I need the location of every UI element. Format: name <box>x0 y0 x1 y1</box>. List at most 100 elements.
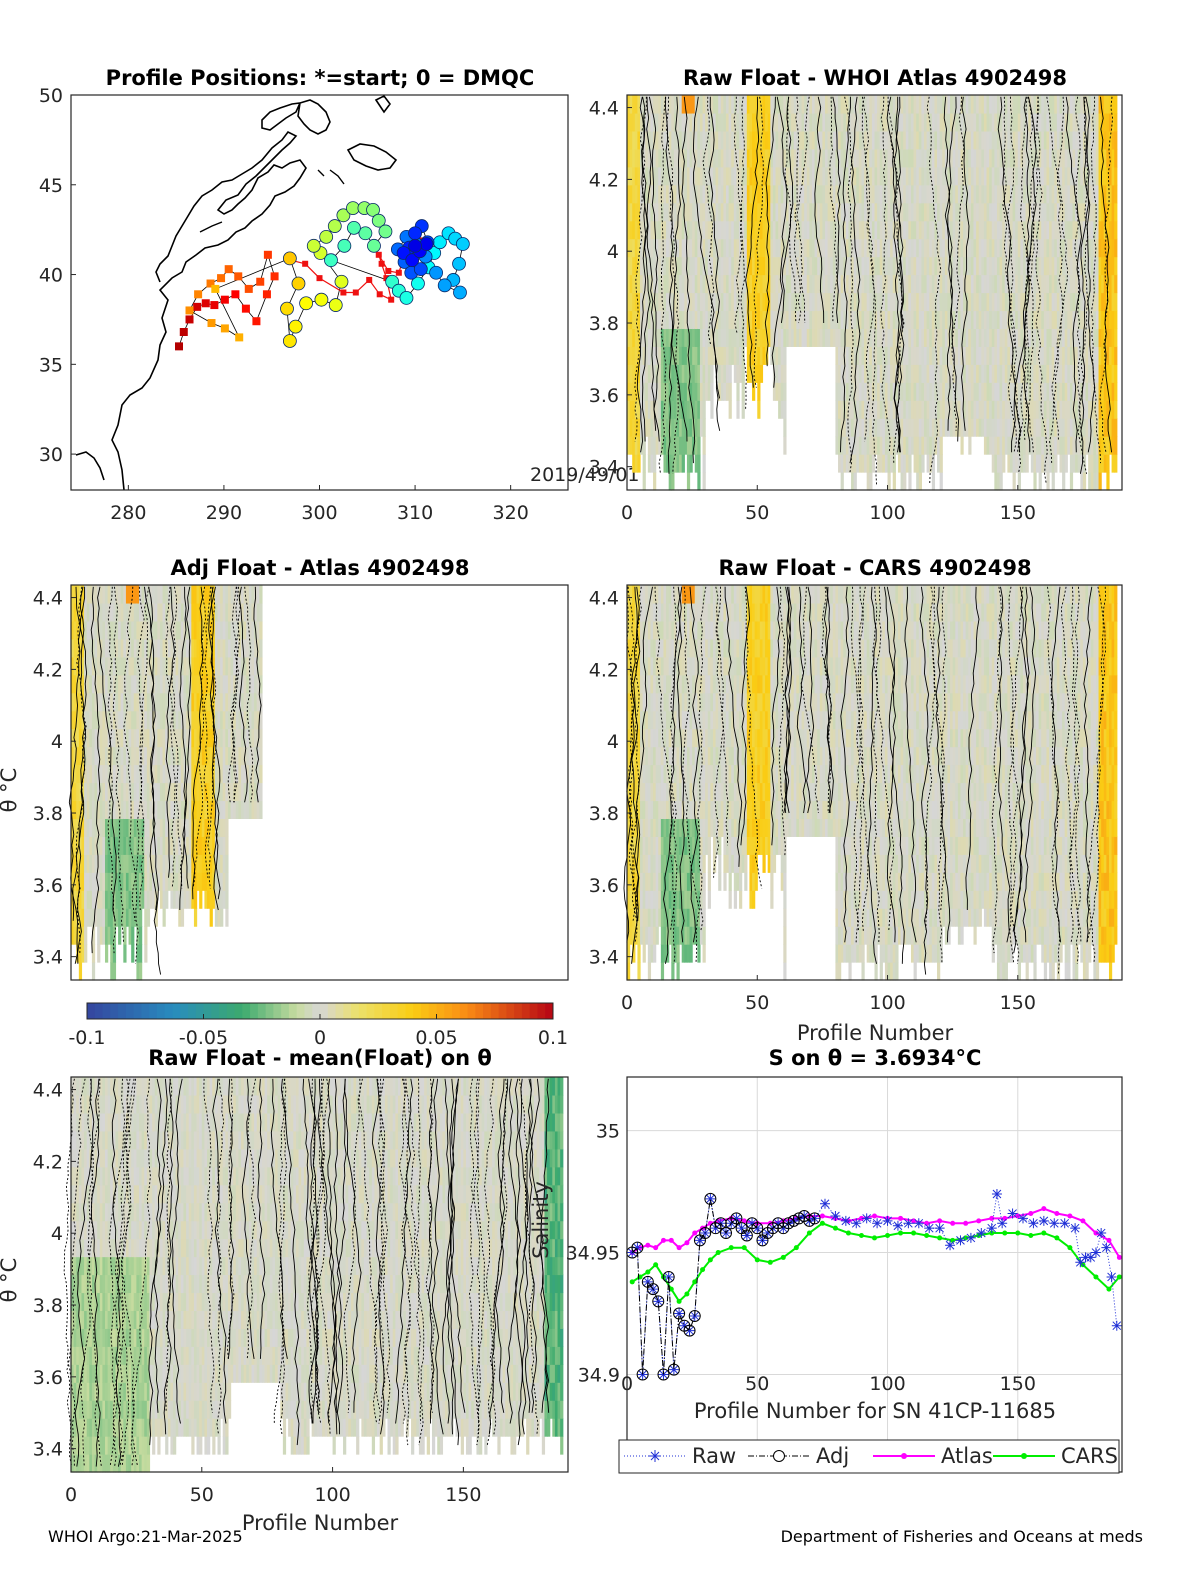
heatmap-cell <box>71 926 75 945</box>
heatmap-cell <box>944 238 949 258</box>
heatmap-cell <box>191 710 195 730</box>
heatmap-cell <box>1017 292 1021 312</box>
heatmap-cell <box>99 872 103 891</box>
heatmap-cell <box>1025 454 1029 473</box>
heatmap-cell <box>699 95 704 114</box>
heatmap-cell <box>199 674 203 694</box>
heatmap-cell <box>1033 418 1037 437</box>
heatmap-cell <box>191 656 195 676</box>
heatmap-cell <box>718 382 722 401</box>
heatmap-cell <box>801 292 805 312</box>
heatmap-cell <box>783 364 787 383</box>
heatmap-cell <box>634 95 639 114</box>
heatmap-cell <box>890 184 894 204</box>
heatmap-cell <box>861 292 865 312</box>
heatmap-cell <box>81 872 85 891</box>
heatmap-cell <box>220 620 224 640</box>
heatmap-cell <box>81 602 85 622</box>
heatmap-cell <box>811 238 816 258</box>
heatmap-cell <box>152 728 156 748</box>
heatmap-cell <box>817 292 821 312</box>
heatmap-cell <box>996 112 1001 132</box>
contour-line <box>861 96 878 485</box>
heatmap-cell <box>1041 202 1045 222</box>
heatmap-cell <box>994 202 998 222</box>
heatmap-cell <box>136 620 140 640</box>
heatmap-cell <box>123 692 127 712</box>
heatmap-cell <box>955 292 959 312</box>
heatmap-cell <box>903 166 907 186</box>
heatmap-cell <box>1030 418 1035 437</box>
heatmap-cell <box>1077 328 1081 347</box>
heatmap-cell <box>726 292 730 312</box>
heatmap-cell <box>1080 328 1084 347</box>
heatmap-cell <box>217 656 221 676</box>
heatmap-cell <box>783 130 787 150</box>
heatmap-cell <box>726 166 730 186</box>
heatmap-cell <box>973 418 977 437</box>
heatmap-cell <box>952 202 956 222</box>
heatmap-cell <box>650 95 654 114</box>
heatmap-cell <box>1101 364 1105 383</box>
heatmap-cell <box>128 692 132 712</box>
heatmap-cell <box>146 854 151 873</box>
heatmap-cell <box>819 95 823 114</box>
heatmap-cell <box>999 184 1003 204</box>
heatmap-cell <box>1090 256 1094 276</box>
heatmap-cell <box>871 292 876 312</box>
heatmap-cell <box>845 202 850 222</box>
heatmap-cell <box>144 818 148 837</box>
heatmap-cell <box>759 238 764 258</box>
heatmap-cell <box>105 908 109 927</box>
heatmap-cell <box>1030 148 1035 168</box>
heatmap-cell <box>97 836 101 855</box>
heatmap-cell <box>178 638 182 658</box>
heatmap-cell <box>991 310 995 330</box>
heatmap-cell <box>105 800 109 820</box>
heatmap-cell <box>783 112 787 132</box>
heatmap-cell <box>1114 310 1118 330</box>
heatmap-cell <box>1064 364 1068 383</box>
heatmap-cell <box>707 256 711 276</box>
heatmap-cell <box>874 166 878 186</box>
heatmap-cell <box>1007 112 1011 132</box>
heatmap-cell <box>110 926 114 945</box>
heatmap-cell <box>994 112 998 132</box>
heatmap-cell <box>73 602 77 622</box>
heatmap-cell <box>754 364 758 383</box>
heatmap-cell <box>1108 95 1113 114</box>
heatmap-cell <box>767 130 771 150</box>
heatmap-cell <box>785 202 790 222</box>
heatmap-cell <box>1088 454 1092 473</box>
contour-line <box>1023 96 1035 442</box>
heatmap-cell <box>115 746 119 766</box>
heatmap-cell <box>91 854 96 873</box>
heatmap-cell <box>1075 292 1079 312</box>
heatmap-cell <box>102 585 106 604</box>
heatmap-cell <box>660 130 665 150</box>
heatmap-cell <box>929 364 933 383</box>
heatmap-cell <box>1015 454 1019 473</box>
heatmap-cell <box>1009 454 1014 473</box>
heatmap-cell <box>1043 184 1048 204</box>
heatmap-cell <box>934 382 938 401</box>
heatmap-cell <box>882 382 886 401</box>
map-circle-marker <box>411 276 425 291</box>
heatmap-cell <box>162 656 166 676</box>
heatmap-cell <box>1020 364 1024 383</box>
heatmap-cell <box>775 364 779 383</box>
heatmap-cell <box>1028 238 1032 258</box>
heatmap-cell <box>1067 364 1071 383</box>
heatmap-cell <box>1075 310 1079 330</box>
heatmap-cell <box>71 782 75 802</box>
heatmap-cell <box>765 202 769 222</box>
heatmap-cell <box>869 274 873 294</box>
heatmap-cell <box>772 238 777 258</box>
heatmap-cell <box>84 764 88 784</box>
heatmap-cell <box>937 454 941 473</box>
heatmap-cell <box>835 346 839 365</box>
heatmap-xtick-label: 150 <box>1000 502 1036 524</box>
heatmap-cell <box>642 382 646 401</box>
heatmap-cell <box>186 800 190 820</box>
